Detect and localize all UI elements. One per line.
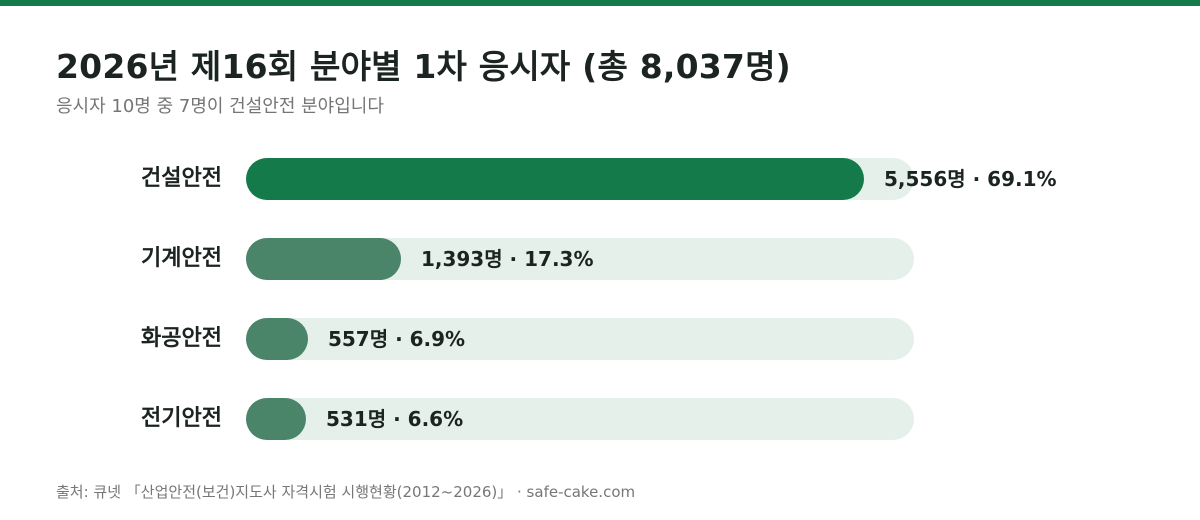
value-label: 557명 · 6.9%: [327, 327, 466, 351]
source-note: 출처: 큐넷 「산업안전(보건)지도사 자격시험 시행현황(2012~2026)…: [56, 483, 636, 501]
category-label: 건설안전: [141, 166, 222, 191]
bar: [246, 238, 401, 280]
value-label: 531명 · 6.6%: [326, 407, 464, 431]
category-label: 전기안전: [141, 406, 222, 431]
bar: [246, 398, 306, 440]
top-accent-bar: [0, 0, 1200, 6]
bar-track: [246, 398, 914, 440]
bar: [246, 318, 308, 360]
bar-track: [246, 318, 914, 360]
category-label: 화공안전: [141, 326, 222, 351]
value-label: 1,393명 · 17.3%: [420, 247, 594, 271]
value-label: 5,556명 · 69.1%: [884, 167, 1057, 191]
bar: [246, 158, 864, 200]
category-label: 기계안전: [141, 246, 222, 271]
chart-subtitle: 응시자 10명 중 7명이 건설안전 분야입니다: [56, 96, 384, 117]
chart-title: 2026년 제16회 분야별 1차 응시자 (총 8,037명): [56, 47, 791, 86]
